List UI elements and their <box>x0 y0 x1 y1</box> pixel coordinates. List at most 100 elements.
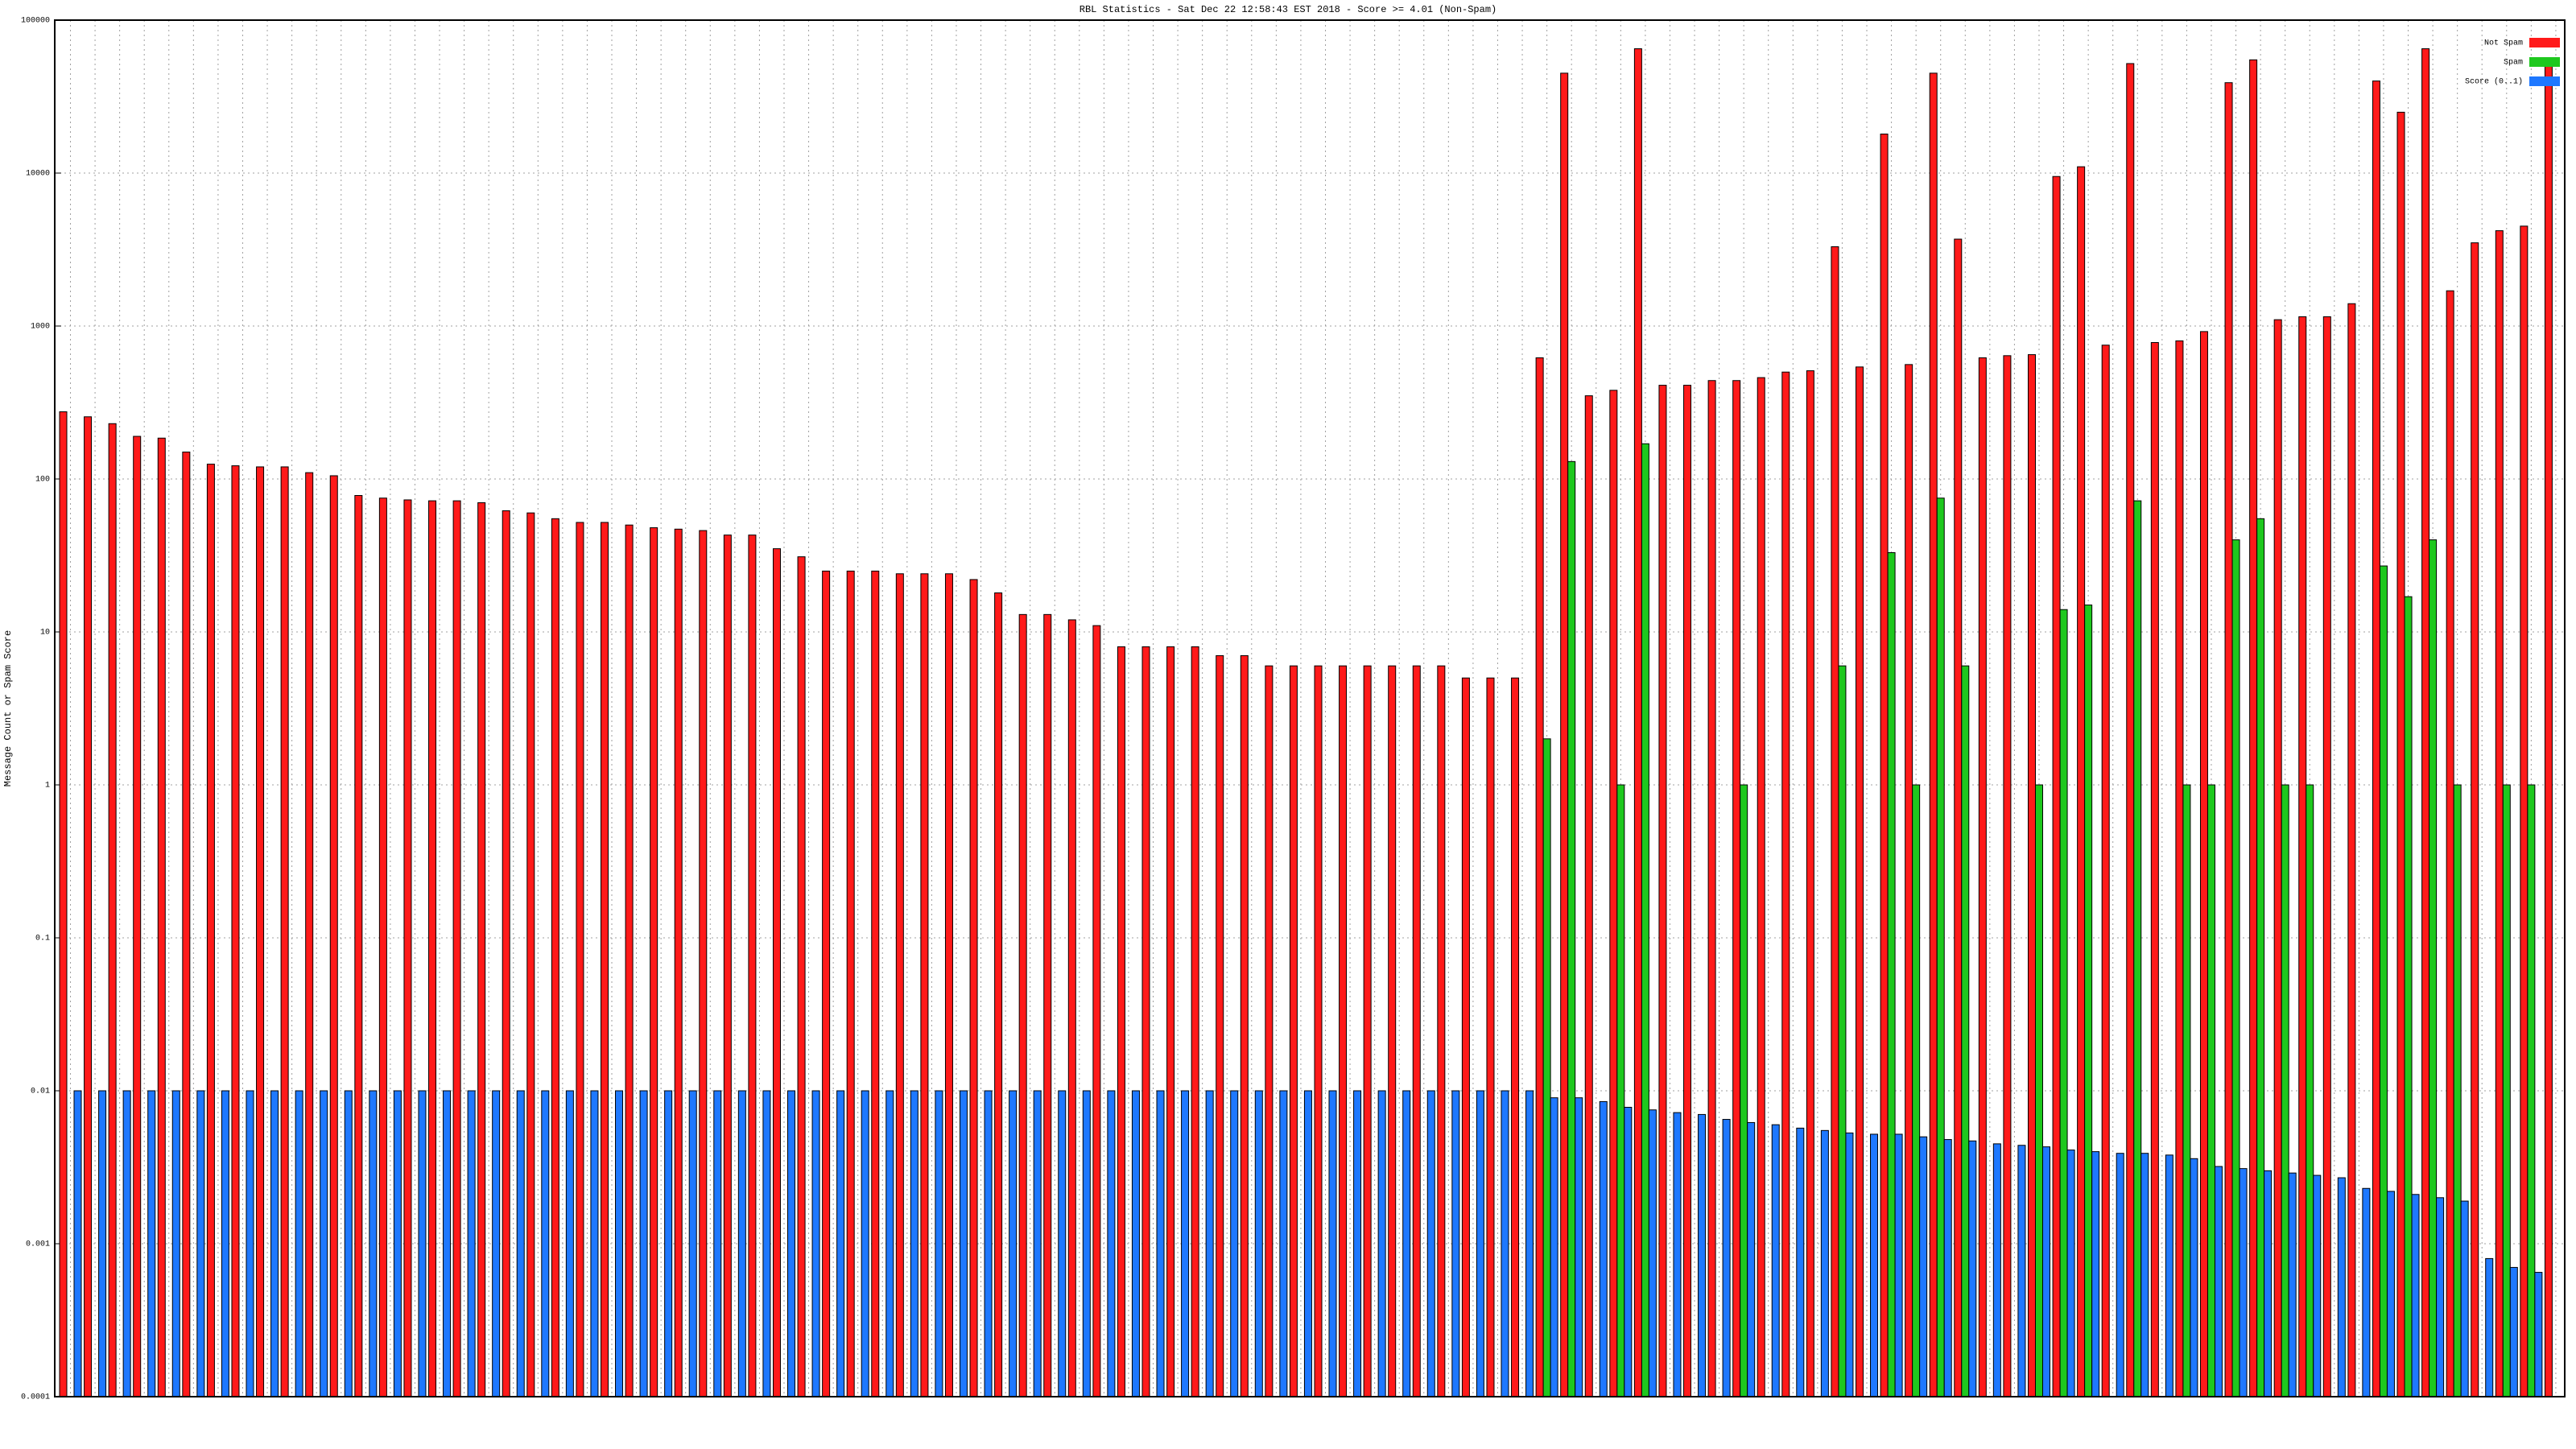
bar <box>147 1090 156 1397</box>
bar <box>2509 1266 2518 1397</box>
bar <box>1880 133 1889 1397</box>
y-tick-label: 100000 <box>21 17 50 26</box>
bar <box>2404 596 2413 1397</box>
bar <box>935 1090 943 1397</box>
bar <box>2231 539 2240 1397</box>
bar <box>2281 784 2289 1397</box>
bar <box>2520 225 2529 1397</box>
bar <box>2471 242 2479 1397</box>
bar <box>1616 784 1625 1397</box>
bar <box>1377 1090 1386 1397</box>
bar <box>1978 357 1987 1397</box>
bar <box>157 437 166 1397</box>
bar <box>2140 1153 2149 1397</box>
bar <box>920 573 929 1397</box>
bar <box>2396 111 2405 1397</box>
bar <box>171 1090 180 1397</box>
bar <box>428 500 437 1397</box>
bar <box>1216 654 1224 1397</box>
bar <box>1476 1090 1484 1397</box>
bar <box>1550 1097 1558 1397</box>
bar <box>2066 1150 2075 1397</box>
bar <box>1806 370 1814 1397</box>
bar <box>2224 82 2233 1397</box>
bar <box>688 1090 697 1397</box>
bar <box>664 1090 673 1397</box>
bar <box>182 452 191 1397</box>
legend-swatch <box>2529 38 2560 47</box>
bar <box>1905 364 1913 1397</box>
bar <box>2313 1174 2322 1397</box>
bar <box>1887 551 1896 1397</box>
bar <box>1426 1090 1435 1397</box>
bar <box>737 1090 746 1397</box>
bar <box>2322 316 2331 1397</box>
legend-label: Spam <box>2504 59 2523 68</box>
bar <box>1265 665 1274 1397</box>
bar <box>2502 784 2511 1397</box>
bar <box>2041 1146 2050 1397</box>
y-tick-label: 10000 <box>26 170 50 179</box>
bar <box>2453 784 2462 1397</box>
bar <box>2256 518 2265 1397</box>
bar <box>1191 646 1199 1397</box>
bar <box>354 495 363 1397</box>
bar <box>1992 1143 2001 1397</box>
bar <box>1067 619 1076 1397</box>
bar <box>84 416 93 1397</box>
bar <box>1058 1090 1067 1397</box>
bar <box>1082 1090 1091 1397</box>
bar <box>1166 646 1175 1397</box>
bar <box>378 497 387 1397</box>
bar <box>2306 784 2314 1397</box>
bar <box>1856 366 1864 1397</box>
bar <box>418 1090 427 1397</box>
bar <box>1584 395 1593 1397</box>
y-tick-label: 10 <box>40 629 50 638</box>
bar <box>2429 539 2438 1397</box>
bar <box>59 411 68 1397</box>
bar <box>1033 1090 1042 1397</box>
bar <box>73 1090 82 1397</box>
legend-label: Score (0..1) <box>2465 77 2523 87</box>
legend-label: Not Spam <box>2484 39 2523 48</box>
bar <box>344 1090 353 1397</box>
bar <box>2133 500 2142 1397</box>
bar <box>650 527 658 1397</box>
bar <box>1107 1090 1116 1397</box>
bar <box>270 1090 279 1397</box>
bar <box>1757 377 1765 1397</box>
bar <box>1018 613 1027 1397</box>
bar <box>1230 1090 1239 1397</box>
bar <box>1567 460 1576 1397</box>
bar <box>1936 497 1945 1397</box>
bar <box>1722 1119 1731 1397</box>
bar <box>1131 1090 1140 1397</box>
bar <box>1683 385 1692 1397</box>
bar <box>886 1090 894 1397</box>
bar <box>1303 1090 1312 1397</box>
bar <box>2411 1194 2420 1397</box>
bar <box>1599 1100 1608 1397</box>
bar <box>2190 1158 2198 1397</box>
bar <box>836 1090 845 1397</box>
bar <box>772 548 781 1397</box>
bar <box>2126 63 2135 1397</box>
bar <box>846 570 855 1397</box>
bar <box>551 518 559 1397</box>
bar <box>1943 1139 1952 1397</box>
bar <box>1929 72 1938 1397</box>
bar <box>625 524 634 1397</box>
bar <box>2003 355 2012 1397</box>
bar <box>1412 665 1421 1397</box>
bar <box>1388 665 1397 1397</box>
bar <box>246 1090 254 1397</box>
bar <box>797 556 806 1397</box>
bar <box>822 570 831 1397</box>
bar <box>526 512 535 1397</box>
bar <box>196 1090 205 1397</box>
bar <box>1831 246 1839 1397</box>
bar <box>2207 784 2215 1397</box>
bar <box>1451 1090 1460 1397</box>
